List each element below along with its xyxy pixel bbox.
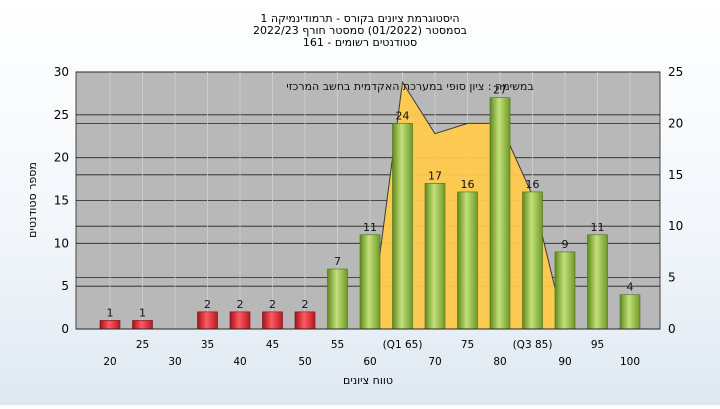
y-tick-label: 10 xyxy=(54,236,69,250)
x-tick-label-lower: 40 xyxy=(233,356,246,368)
bar-value-label: 11 xyxy=(591,221,605,234)
histogram-bar xyxy=(99,320,121,330)
x-tick-label-upper: 45 xyxy=(266,339,279,351)
histogram-bar xyxy=(424,183,446,330)
bar-value-label: 7 xyxy=(334,255,341,268)
x-tick-label-lower: 90 xyxy=(558,356,571,368)
x-tick-label-upper: 55 xyxy=(331,339,344,351)
histogram-bar xyxy=(457,191,478,330)
histogram-bar xyxy=(359,234,381,330)
y2-tick-label: 20 xyxy=(668,116,683,130)
bar-value-label: 2 xyxy=(204,298,211,311)
bar-value-label: 2 xyxy=(237,298,244,311)
x-tick-label-lower: 60 xyxy=(363,356,376,368)
x-axis-title: טווח ציונים xyxy=(343,374,393,387)
bar-value-label: 27 xyxy=(493,84,507,97)
y2-tick-label: 15 xyxy=(668,168,683,182)
bar-value-label: 9 xyxy=(562,238,569,251)
x-tick-label-upper: 35 xyxy=(201,339,214,351)
x-tick-label-lower: 20 xyxy=(103,356,116,368)
y-tick-label: 25 xyxy=(54,108,69,122)
y-tick-label: 5 xyxy=(61,279,69,293)
histogram-bar xyxy=(294,311,316,330)
bar-value-label: 16 xyxy=(461,178,475,191)
chart-title-line: היסטוגרמת ציונים בקורס - תרמודינמיקה 1 xyxy=(260,12,459,25)
bar-value-label: 1 xyxy=(139,306,146,319)
x-tick-label-upper: 95 xyxy=(591,339,604,351)
histogram-bar xyxy=(229,311,251,330)
y-tick-label: 20 xyxy=(54,151,69,165)
y-tick-label: 0 xyxy=(61,322,69,336)
y-axis-title: מספר סטודנטים xyxy=(26,162,39,238)
histogram-bar xyxy=(554,251,576,330)
y2-tick-label: 0 xyxy=(668,322,676,336)
histogram-bar xyxy=(522,191,543,330)
y-tick-label: 30 xyxy=(54,65,69,79)
y-tick-label: 15 xyxy=(54,194,69,208)
x-tick-label-lower: 50 xyxy=(298,356,311,368)
y2-tick-label: 25 xyxy=(668,65,683,79)
bar-value-label: 2 xyxy=(269,298,276,311)
y2-tick-label: 5 xyxy=(668,271,676,285)
chart-title-line: בסמסטר (01/2022) סמסטר חורף 2022/23 xyxy=(253,24,467,37)
bar-value-label: 1 xyxy=(107,306,114,319)
bar-value-label: 16 xyxy=(526,178,540,191)
bar-value-label: 11 xyxy=(363,221,377,234)
histogram-bar xyxy=(587,234,608,330)
histogram-bar xyxy=(197,311,218,330)
chart-title-line: סטודנטים רשומים - 161 xyxy=(303,36,417,49)
histogram-bar xyxy=(262,311,283,330)
x-tick-label-upper: (Q1 65) xyxy=(383,339,423,351)
chart-annotation: במשימה : ציון סופי במערכת האקדמית בחשב ה… xyxy=(286,80,534,93)
x-tick-label-lower: 80 xyxy=(493,356,506,368)
x-tick-label-lower: 70 xyxy=(428,356,441,368)
histogram-bar xyxy=(327,268,348,330)
y2-tick-label: 10 xyxy=(668,219,683,233)
x-tick-label-upper: 25 xyxy=(136,339,149,351)
bar-value-label: 4 xyxy=(627,281,634,294)
histogram-bar xyxy=(489,97,511,330)
x-tick-label-lower: 100 xyxy=(620,356,640,368)
bar-value-label: 17 xyxy=(428,169,442,182)
histogram-bar xyxy=(132,320,153,330)
x-tick-label-upper: 75 xyxy=(461,339,474,351)
x-tick-label-upper: (Q3 85) xyxy=(513,339,553,351)
bar-value-label: 24 xyxy=(396,109,410,122)
bar-value-label: 2 xyxy=(302,298,309,311)
x-tick-label-lower: 30 xyxy=(168,356,181,368)
histogram-bar xyxy=(392,123,413,330)
histogram-bar xyxy=(619,294,641,330)
